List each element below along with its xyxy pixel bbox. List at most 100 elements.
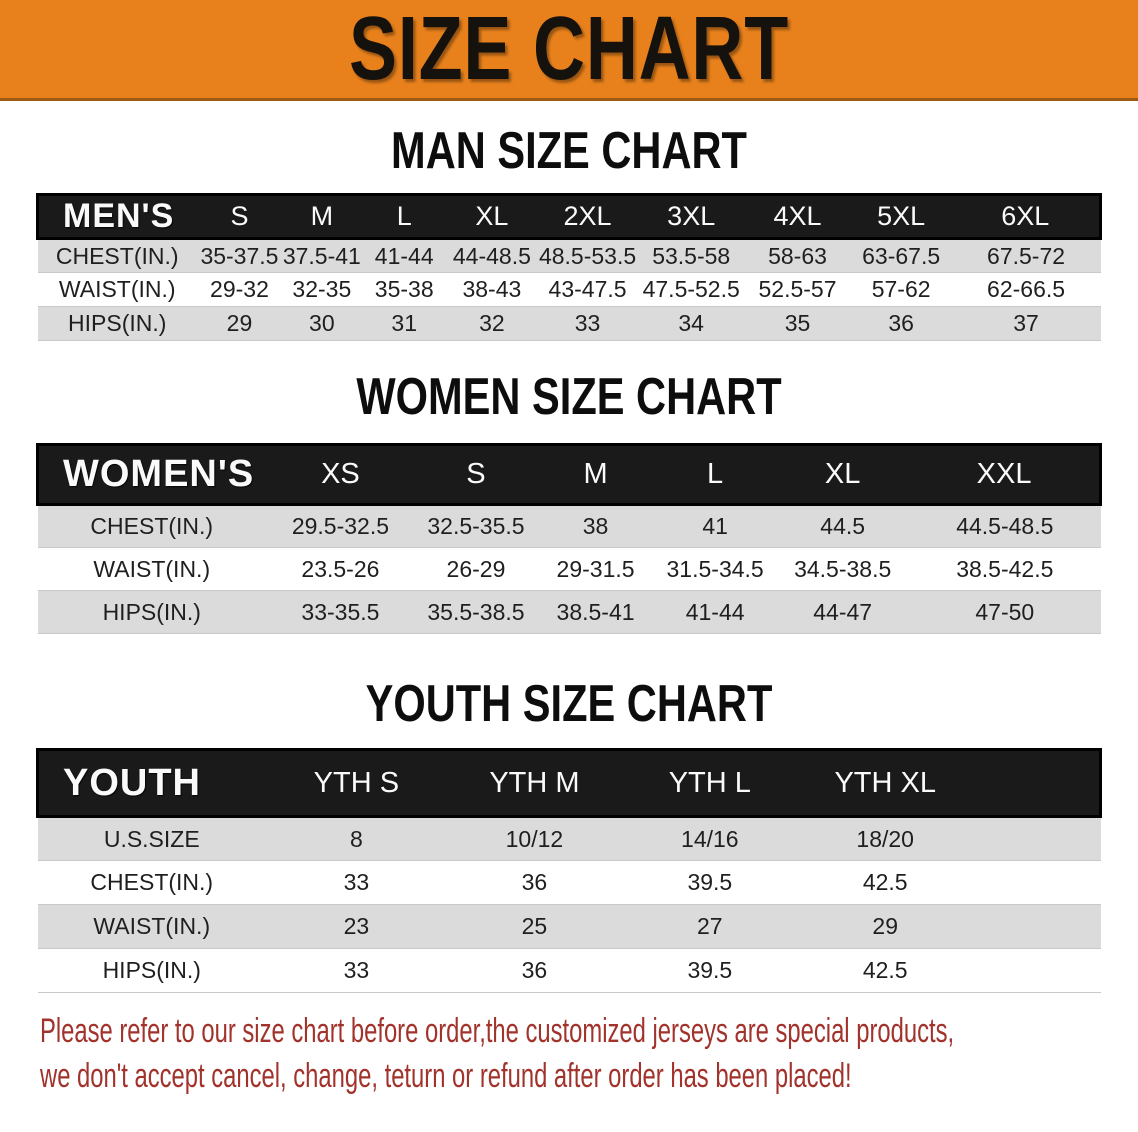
men-table-body: CHEST(IN.) 35-37.5 37.5-41 41-44 44-48.5 48.5… <box>37 238 1101 341</box>
measurement-value: 33-35.5 <box>301 598 380 625</box>
measurement-value: 35-37.5 <box>200 242 279 269</box>
measurement-value: 29 <box>226 310 253 336</box>
women-size-table: WOMEN'S XS S M L XL XXL CHEST(IN.) 29.5-32.5 32.… <box>36 443 1102 634</box>
measurement-value: 39.5 <box>687 957 733 983</box>
measurement-value: 47.5-52.5 <box>642 276 740 302</box>
measurement-value: 41-44 <box>374 242 434 269</box>
measurement-value: 33 <box>343 957 370 983</box>
size-column-header: 6XL <box>1001 201 1050 231</box>
measurement-value: 38-43 <box>462 276 522 302</box>
measurement-row: WAIST(IN.) 29-32 32-35 35-38 38-43 43-47.5 47.… <box>37 272 1101 307</box>
men-size-table: MEN'S S M L XL 2XL 3XL 4XL 5XL 6XL CHEST(IN.) 35-3… <box>36 193 1102 341</box>
size-column-header: XS <box>321 458 360 490</box>
measurement-value: 36 <box>521 869 548 895</box>
table-corner-label: YOUTH <box>63 761 201 804</box>
measurement-value: 63-67.5 <box>862 242 941 269</box>
measurement-value: 44.5-48.5 <box>956 513 1054 539</box>
measurement-row: HIPS(IN.) 33-35.5 35.5-38.5 38.5-41 41-44 44-… <box>37 590 1101 634</box>
measurement-value: 42.5 <box>862 869 908 895</box>
measurement-value: 41-44 <box>685 598 745 625</box>
measurement-row: CHEST(IN.) 33 36 39.5 42.5 <box>37 860 1101 905</box>
size-column-header: YTH XL <box>834 766 936 799</box>
measurement-value: 52.5-57 <box>758 276 837 302</box>
size-chart-page: SIZE CHART MAN SIZE CHART MEN'S S M L XL 2XL 3… <box>0 0 1138 1095</box>
measurement-label: CHEST(IN.) <box>90 513 214 539</box>
youth-section: YOUTH SIZE CHART YOUTH YTH S YTH M YTH L YTH… <box>0 678 1138 993</box>
row-spacer <box>973 817 1101 861</box>
measurement-value: 36 <box>888 310 914 336</box>
measurement-row: CHEST(IN.) 29.5-32.5 32.5-35.5 38 41 44.5 44.5… <box>37 504 1101 548</box>
measurement-value: 43-47.5 <box>548 276 627 302</box>
measurement-value: 48.5-53.5 <box>538 242 637 269</box>
men-section: MAN SIZE CHART MEN'S S M L XL 2XL 3XL 4XL 5XL 6XL… <box>0 125 1138 341</box>
measurement-value: 38 <box>582 513 609 539</box>
size-header-row: MEN'S S M L XL 2XL 3XL 4XL 5XL 6XL <box>37 194 1101 239</box>
size-column-header: YTH L <box>668 766 751 799</box>
men-section-heading: MAN SIZE CHART <box>391 122 747 180</box>
size-column-header: M <box>583 458 608 490</box>
measurement-label: HIPS(IN.) <box>102 598 201 625</box>
measurement-value: 58-63 <box>768 242 827 269</box>
measurement-value: 44.5 <box>820 513 866 539</box>
measurement-label: U.S.SIZE <box>103 825 200 852</box>
measurement-label: WAIST(IN.) <box>93 913 211 939</box>
measurement-value: 47-50 <box>975 598 1035 625</box>
row-spacer <box>973 949 1101 993</box>
measurement-value: 35-38 <box>374 276 434 302</box>
measurement-value: 67.5-72 <box>987 242 1066 269</box>
size-column-header: L <box>396 201 412 231</box>
size-column-header: XXL <box>976 458 1032 490</box>
notice-line-2: we don't accept cancel, change, teturn o… <box>40 1057 852 1095</box>
size-column-header: YTH M <box>489 766 580 799</box>
row-spacer <box>973 861 1101 905</box>
measurement-label: CHEST(IN.) <box>90 869 214 895</box>
measurement-value: 44-48.5 <box>452 242 531 269</box>
measurement-value: 31.5-34.5 <box>666 555 764 582</box>
page-title: SIZE CHART <box>349 0 789 99</box>
measurement-label: CHEST(IN.) <box>55 242 179 269</box>
measurement-value: 27 <box>697 913 723 939</box>
size-column-header: L <box>707 458 724 490</box>
size-column-header: XL <box>824 458 861 490</box>
measurement-value: 33 <box>343 869 370 895</box>
measurement-label: HIPS(IN.) <box>68 310 167 336</box>
measurement-value: 29 <box>872 913 898 939</box>
measurement-label: HIPS(IN.) <box>102 957 201 983</box>
measurement-value: 29-31.5 <box>556 555 635 582</box>
banner: SIZE CHART <box>0 0 1138 101</box>
measurement-value: 37 <box>1013 310 1039 336</box>
size-column-header: M <box>310 201 334 231</box>
measurement-value: 32.5-35.5 <box>427 513 525 539</box>
measurement-row: CHEST(IN.) 35-37.5 37.5-41 41-44 44-48.5 48.5… <box>37 238 1101 273</box>
women-section: WOMEN SIZE CHART WOMEN'S XS S M L XL XXL CHEST… <box>0 371 1138 634</box>
table-corner-label: MEN'S <box>63 197 175 235</box>
measurement-value: 53.5-58 <box>652 242 731 269</box>
size-header-row: YOUTH YTH S YTH M YTH L YTH XL <box>37 749 1101 817</box>
measurement-value: 35.5-38.5 <box>427 598 525 625</box>
size-column-header: S <box>466 458 486 490</box>
measurement-value: 33 <box>574 310 601 336</box>
measurement-value: 39.5 <box>687 869 733 895</box>
measurement-value: 35 <box>784 310 811 336</box>
measurement-value: 34.5-38.5 <box>794 555 892 582</box>
size-column-header: S <box>230 201 249 231</box>
measurement-value: 34 <box>678 310 704 336</box>
measurement-value: 26-29 <box>446 555 506 582</box>
measurement-value: 41 <box>702 513 728 539</box>
youth-table-body: U.S.SIZE 8 10/12 14/16 18/20 CHEST(IN.) 33 36 39… <box>37 816 1101 993</box>
measurement-row: WAIST(IN.) 23.5-26 26-29 29-31.5 31.5-34.5 34… <box>37 547 1101 591</box>
measurement-row: WAIST(IN.) 23 25 27 29 <box>37 904 1101 949</box>
measurement-value: 31 <box>391 310 417 336</box>
measurement-value: 32 <box>479 310 505 336</box>
measurement-label: WAIST(IN.) <box>58 276 176 302</box>
measurement-value: 37.5-41 <box>282 242 361 269</box>
size-header-row: WOMEN'S XS S M L XL XXL <box>37 444 1101 505</box>
measurement-value: 14/16 <box>681 825 739 852</box>
size-column-header: 5XL <box>877 201 926 231</box>
measurement-value: 29.5-32.5 <box>291 513 390 539</box>
youth-table-header: YOUTH YTH S YTH M YTH L YTH XL <box>37 749 1101 817</box>
measurement-value: 23.5-26 <box>301 555 380 582</box>
measurement-value: 10/12 <box>505 825 564 852</box>
measurement-value: 44-47 <box>813 598 873 625</box>
table-corner-label: WOMEN'S <box>63 453 255 495</box>
